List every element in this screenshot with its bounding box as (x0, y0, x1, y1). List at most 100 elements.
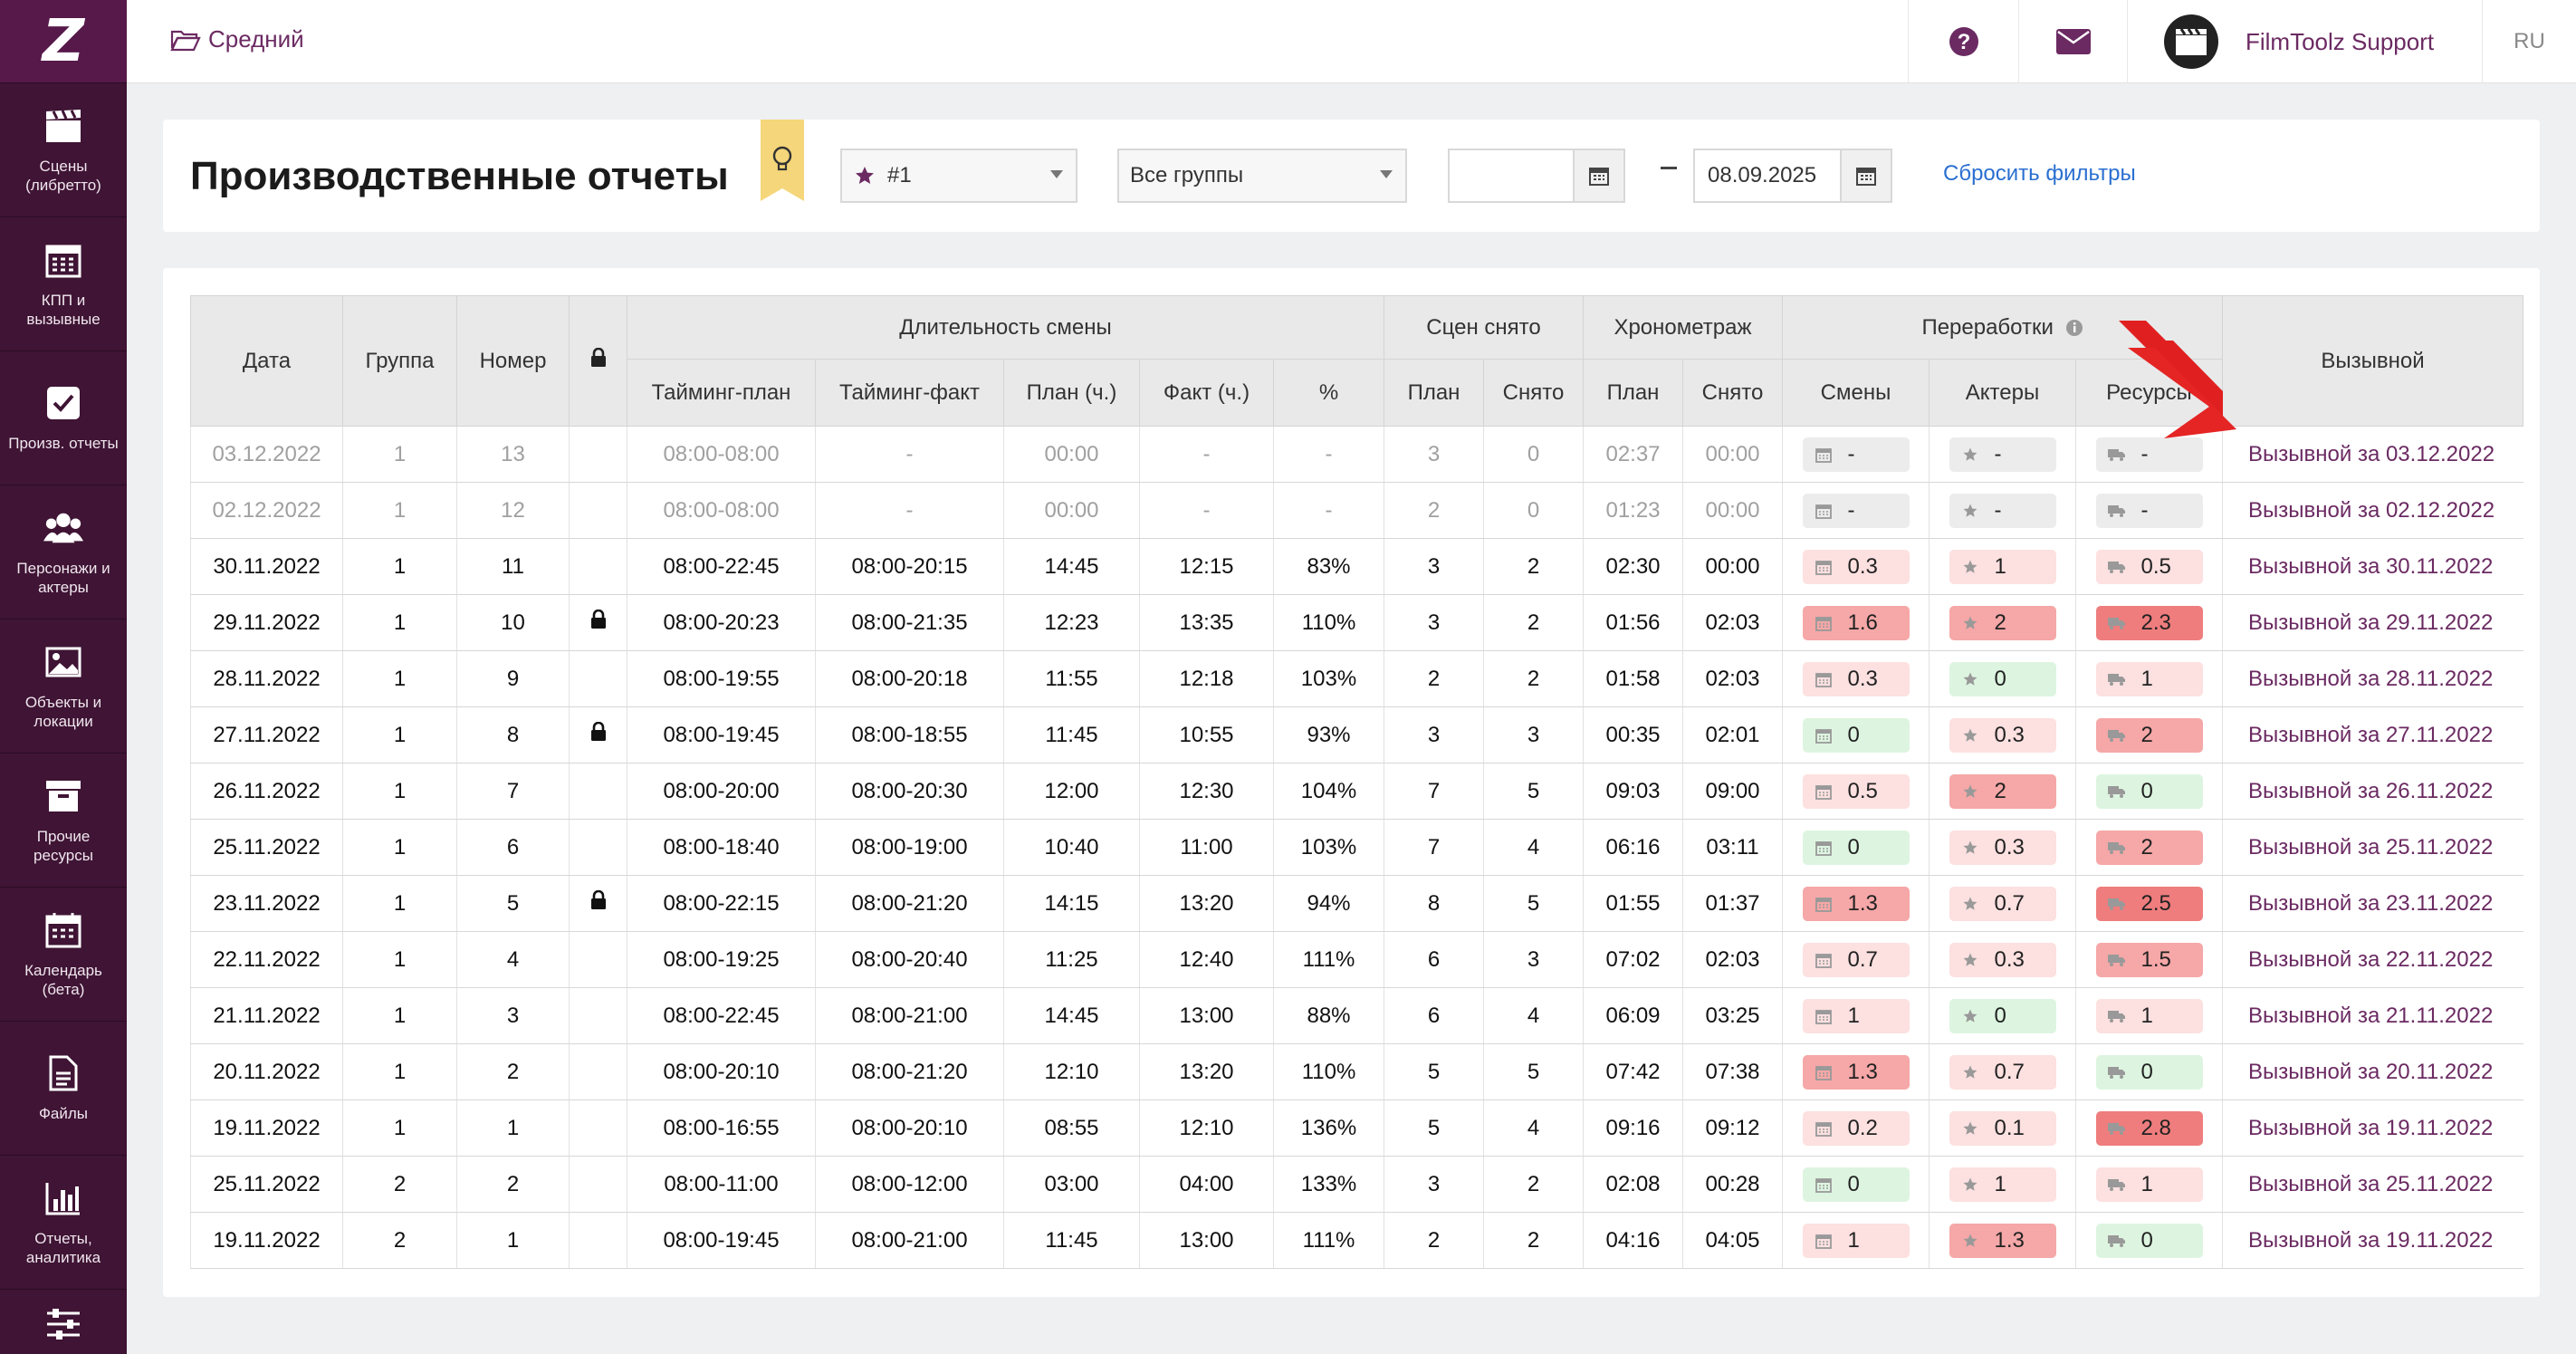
breadcrumb[interactable]: Средний (170, 25, 304, 53)
sidebar-item-clapperboard[interactable]: Сцены (либретто) (0, 83, 127, 217)
sidebar-item-archive-box[interactable]: Прочие ресурсы (0, 754, 127, 888)
cell-number: 8 (456, 706, 570, 763)
cell-scenes-plan: 5 (1384, 1100, 1484, 1157)
date-to-field[interactable]: 08.09.2025 (1693, 149, 1892, 203)
call-sheet-link[interactable]: Вызывной за 26.11.2022 (2222, 763, 2523, 820)
cell-plan-hours: 11:45 (1003, 1212, 1140, 1269)
truck-icon (2107, 672, 2127, 687)
col-fact-hours[interactable]: Факт (ч.) (1139, 359, 1274, 427)
col-timing-shot[interactable]: Снято (1682, 359, 1783, 427)
col-overtime-shifts[interactable]: Смены (1782, 359, 1930, 427)
date-from-field[interactable] (1448, 149, 1625, 203)
cell-timing-shot: 02:03 (1682, 931, 1783, 988)
cell-group: 1 (342, 875, 457, 932)
calendar-icon (1814, 503, 1834, 519)
cell-overtime-actors: 1.3 (1929, 1212, 2076, 1269)
overtime-value: 0 (2140, 1059, 2153, 1084)
overtime-chip: - (1802, 437, 1910, 472)
call-sheet-link[interactable]: Вызывной за 27.11.2022 (2222, 706, 2523, 763)
overtime-value: 0.3 (1994, 946, 2025, 972)
call-sheet-link[interactable]: Вызывной за 22.11.2022 (2222, 931, 2523, 988)
col-scenes-shot-count[interactable]: Снято (1483, 359, 1584, 427)
call-sheet-link[interactable]: Вызывной за 20.11.2022 (2222, 1043, 2523, 1100)
call-sheet-link[interactable]: Вызывной за 19.11.2022 (2222, 1100, 2523, 1157)
help-button[interactable]: ? (1908, 0, 2018, 83)
cell-overtime-shifts: - (1782, 482, 1930, 539)
reset-filters-link[interactable]: Сбросить фильтры (1943, 161, 2136, 186)
table-row: 21.11.2022 1 3 08:00-22:45 08:00-21:00 14:45 1… (190, 987, 2523, 1044)
cell-date: 23.11.2022 (190, 875, 343, 932)
col-group[interactable]: Группа (342, 295, 457, 427)
cell-overtime-actors: 2 (1929, 763, 2076, 820)
call-sheet-link[interactable]: Вызывной за 03.12.2022 (2222, 426, 2523, 483)
col-percent[interactable]: % (1273, 359, 1384, 427)
app-logo[interactable]: Z (0, 0, 127, 83)
col-timing-plan[interactable]: Тайминг-план (627, 359, 816, 427)
call-sheet-link[interactable]: Вызывной за 30.11.2022 (2222, 538, 2523, 595)
star-icon (1960, 727, 1980, 744)
info-icon[interactable] (2065, 319, 2083, 337)
col-timing-fact[interactable]: Тайминг-факт (815, 359, 1004, 427)
overtime-value: 0.2 (1847, 1115, 1878, 1140)
overtime-chip: 0.1 (1949, 1110, 2056, 1146)
messages-button[interactable] (2018, 0, 2127, 83)
date-to-calendar-button[interactable] (1840, 150, 1891, 201)
language-label: RU (2514, 29, 2545, 53)
col-scenes-plan[interactable]: План (1384, 359, 1484, 427)
call-sheet-link[interactable]: Вызывной за 21.11.2022 (2222, 987, 2523, 1044)
sidebar-item-sliders[interactable] (0, 1290, 127, 1354)
col-timing-plan2[interactable]: План (1583, 359, 1683, 427)
overtime-chip: 0 (1802, 717, 1910, 753)
cell-scenes-shot: 5 (1483, 1043, 1584, 1100)
sidebar: Z Сцены (либретто) КПП и вызывные Произв. … (0, 0, 127, 1354)
col-call[interactable]: Вызывной (2222, 295, 2523, 427)
sidebar-item-people[interactable]: Персонажи и актеры (0, 485, 127, 619)
overtime-value: 0.5 (2140, 553, 2171, 579)
language-switch[interactable]: RU (2482, 0, 2576, 83)
cell-overtime-resources: - (2075, 426, 2223, 483)
cell-timing-plan: 08:00-19:55 (627, 650, 816, 707)
cell-fact-hours: 12:30 (1139, 763, 1274, 820)
overtime-value: 0.3 (1994, 722, 2025, 747)
overtime-chip: 0.5 (2095, 549, 2203, 584)
truck-icon (2107, 953, 2127, 967)
sidebar-item-calendar[interactable]: Календарь (бета) (0, 888, 127, 1022)
cell-group: 1 (342, 482, 457, 539)
call-sheet-link[interactable]: Вызывной за 25.11.2022 (2222, 1156, 2523, 1213)
call-sheet-link[interactable]: Вызывной за 25.11.2022 (2222, 819, 2523, 876)
user-menu[interactable]: FilmToolz Support (2127, 0, 2482, 83)
call-sheet-link[interactable]: Вызывной за 19.11.2022 (2222, 1212, 2523, 1269)
cell-number: 11 (456, 538, 570, 595)
group-select[interactable]: Все группы (1117, 149, 1407, 203)
col-number[interactable]: Номер (456, 295, 570, 427)
sidebar-item-bar-chart[interactable]: Отчеты, аналитика (0, 1156, 127, 1290)
calendar-icon (1814, 840, 1834, 856)
sidebar-item-image[interactable]: Объекты и локации (0, 619, 127, 754)
overtime-chip: 1.3 (1949, 1223, 2056, 1258)
report-select[interactable]: #1 (840, 149, 1077, 203)
hint-bookmark[interactable] (761, 120, 804, 201)
cell-timing-plan: 08:00-18:40 (627, 819, 816, 876)
call-sheet-link[interactable]: Вызывной за 28.11.2022 (2222, 650, 2523, 707)
cell-timing-shot: 07:38 (1682, 1043, 1783, 1100)
cell-number: 1 (456, 1212, 570, 1269)
sidebar-item-calendar-grid[interactable]: КПП и вызывные (0, 217, 127, 351)
cell-percent: 111% (1273, 1212, 1384, 1269)
call-sheet-link[interactable]: Вызывной за 02.12.2022 (2222, 482, 2523, 539)
sidebar-item-checkbox[interactable]: Произв. отчеты (0, 351, 127, 485)
col-plan-hours[interactable]: План (ч.) (1003, 359, 1140, 427)
date-from-calendar-button[interactable] (1573, 150, 1623, 201)
call-sheet-link[interactable]: Вызывной за 29.11.2022 (2222, 594, 2523, 651)
col-overtime-actors[interactable]: Актеры (1929, 359, 2076, 427)
cell-scenes-shot: 5 (1483, 875, 1584, 932)
cell-fact-hours: - (1139, 482, 1274, 539)
sidebar-item-file[interactable]: Файлы (0, 1022, 127, 1156)
cell-timing-fact: 08:00-20:30 (815, 763, 1004, 820)
col-date[interactable]: Дата (190, 295, 343, 427)
table-row: 22.11.2022 1 4 08:00-19:25 08:00-20:40 11:25 1… (190, 931, 2523, 988)
table-row: 26.11.2022 1 7 08:00-20:00 08:00-20:30 12:00 1… (190, 763, 2523, 820)
cell-timing-shot: 00:00 (1682, 538, 1783, 595)
cell-timing-plan2: 04:16 (1583, 1212, 1683, 1269)
cell-timing-shot: 03:25 (1682, 987, 1783, 1044)
call-sheet-link[interactable]: Вызывной за 23.11.2022 (2222, 875, 2523, 932)
